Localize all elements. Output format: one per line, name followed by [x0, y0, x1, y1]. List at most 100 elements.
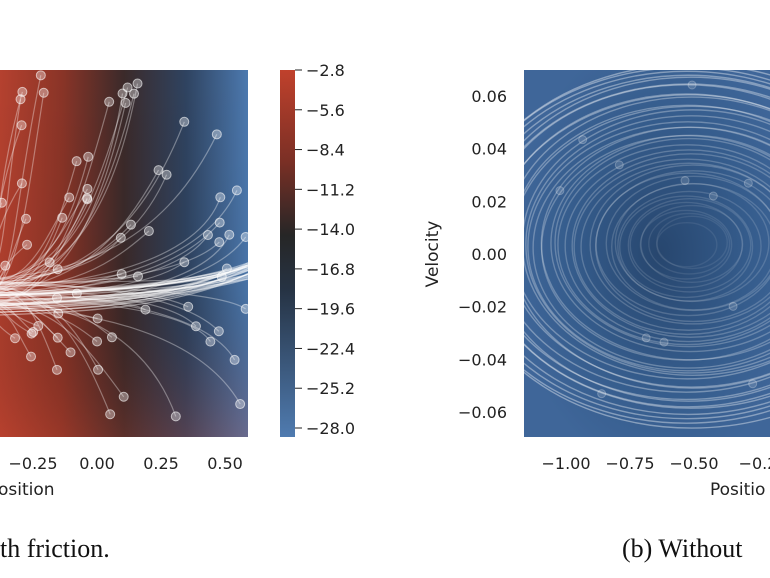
trajectory-start-point [65, 347, 76, 358]
trajectory-start-point [743, 178, 753, 188]
trajectory-line [0, 83, 139, 288]
trajectory-ring [627, 197, 752, 293]
trajectory-ring [524, 70, 770, 429]
trajectory-line [0, 298, 177, 417]
trajectory-start-point [52, 264, 63, 275]
trajectory-line [0, 236, 247, 307]
caption-a: th friction. [0, 534, 110, 563]
trajectory-line [0, 261, 50, 289]
trajectory-ring [524, 70, 770, 420]
trajectory-ring [525, 115, 770, 374]
trajectory-start-point [680, 176, 690, 186]
trajectory-line [0, 273, 248, 313]
panel-b-y-tick: −0.04 [458, 350, 507, 369]
trajectory-start-point [153, 165, 164, 176]
trajectory-line [0, 241, 220, 288]
colorbar-tick-label: −16.8 [306, 260, 355, 279]
trajectory-start-point [221, 263, 232, 274]
trajectory-line [0, 183, 23, 231]
trajectory-start-point [748, 379, 758, 389]
trajectory-start-point [211, 129, 222, 140]
trajectory-start-point [555, 186, 565, 196]
trajectory-start-point [183, 301, 194, 312]
trajectory-ring [617, 190, 762, 302]
trajectory-start-point [83, 151, 94, 162]
trajectory-line [0, 102, 127, 303]
trajectory-line [0, 124, 23, 208]
trajectory-ring [594, 170, 770, 323]
trajectory-ring [580, 162, 770, 331]
trajectory-start-point [15, 94, 26, 105]
trajectory-line [0, 265, 248, 297]
trajectory-ring [554, 137, 770, 348]
trajectory-line [0, 288, 197, 327]
panel-b-x-tick: −0.75 [605, 454, 654, 473]
panel-a-shading [0, 70, 248, 437]
trajectory-line [0, 237, 122, 280]
trajectory-line [0, 197, 70, 283]
trajectory-line [0, 93, 124, 286]
trajectory-line [0, 99, 22, 254]
trajectory-start-point [44, 257, 55, 268]
panel-a-x-ticks: −0.25 0.00 0.25 0.50 [8, 454, 242, 473]
trajectory-start-point [21, 213, 32, 224]
trajectory-line [0, 301, 98, 320]
trajectory-line [0, 306, 241, 405]
trajectory-line [0, 269, 248, 297]
trajectory-line [0, 244, 28, 281]
trajectory-start-point [125, 219, 136, 230]
trajectory-line [0, 281, 77, 295]
trajectory-start-point [161, 169, 172, 180]
trajectory-line [0, 264, 248, 305]
trajectory-ring [524, 109, 770, 376]
trajectory-line [0, 156, 89, 285]
trajectory-line [0, 188, 89, 281]
trajectory-start-point [215, 192, 226, 203]
colorbar-tick-label: −19.6 [306, 300, 355, 319]
trajectory-start-point [106, 332, 117, 343]
trajectory-start-point [22, 239, 33, 250]
trajectory-ring [564, 149, 770, 343]
trajectory-line [0, 169, 160, 291]
panel-b-x-ticks: −1.00 −0.75 −0.50 −0.2 [541, 454, 770, 473]
trajectory-line [0, 218, 27, 278]
trajectory-line [0, 276, 248, 305]
panel-a-x-label: osition [0, 480, 55, 500]
trajectory-start-point [120, 97, 131, 108]
trajectory-line [0, 199, 88, 280]
trajectory-start-point [205, 336, 216, 347]
trajectory-start-point [92, 336, 103, 347]
trajectory-start-point [0, 197, 7, 208]
panel-a-trajectories [0, 70, 248, 422]
colorbar-tick-label: −25.2 [306, 379, 355, 398]
trajectory-line [0, 267, 248, 296]
trajectory-line [0, 308, 32, 335]
trajectory-line [0, 278, 248, 307]
trajectory-line [0, 311, 32, 357]
trajectory-line [0, 283, 189, 308]
trajectory-line [0, 291, 113, 338]
trajectory-start-point [16, 178, 27, 189]
panel-a-x-tick: −0.25 [8, 454, 57, 473]
panel-b-y-tick: −0.06 [458, 403, 507, 422]
trajectory-line [0, 297, 58, 307]
trajectory-line [0, 261, 185, 296]
trajectory-start-point [614, 160, 624, 170]
panel-b-y-tick: 0.02 [471, 192, 507, 211]
trajectory-line [0, 134, 218, 279]
trajectory-line [0, 101, 110, 305]
trajectory-start-point [216, 271, 227, 282]
trajectory-start-point [26, 328, 37, 339]
colorbar-tick-label: −11.2 [306, 180, 355, 199]
trajectory-start-point [52, 292, 63, 303]
trajectory-line [0, 278, 248, 301]
colorbar-tick-label: −2.8 [306, 61, 345, 80]
colorbar-tick-label: −28.0 [306, 419, 355, 438]
trajectory-line [0, 266, 248, 296]
trajectory-start-point [16, 120, 27, 131]
trajectory-line [0, 267, 228, 310]
trajectory-start-point [82, 183, 93, 194]
trajectory-ring [524, 70, 770, 424]
colorbar-tick-label: −8.4 [306, 141, 345, 160]
